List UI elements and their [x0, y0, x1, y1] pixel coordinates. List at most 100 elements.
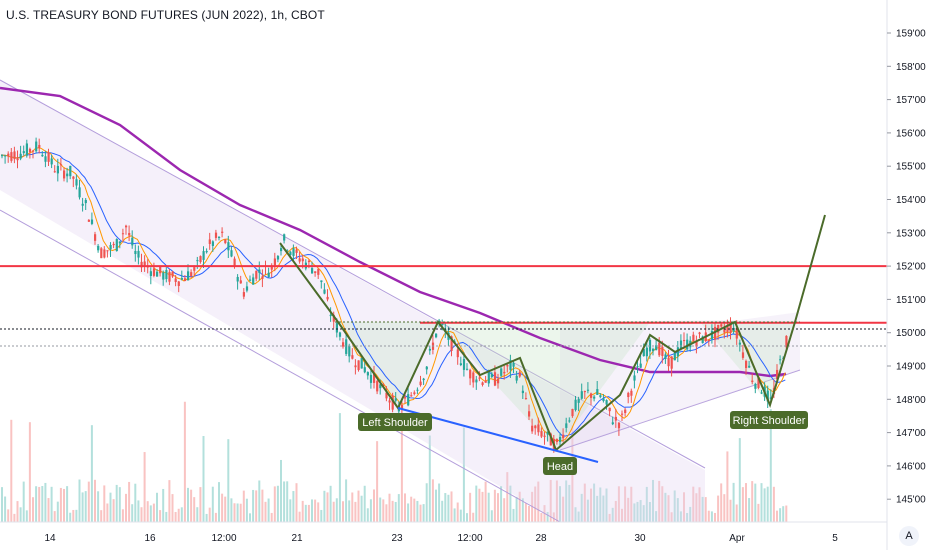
candle-body: [726, 326, 729, 332]
candle-body: [196, 260, 199, 262]
candle-body: [493, 372, 497, 386]
candle-body: [537, 424, 540, 433]
volume-bar: [732, 482, 735, 522]
time-tick-label: 5: [832, 533, 838, 544]
volume-bar: [19, 507, 22, 522]
volume-bar: [673, 490, 676, 522]
candle-body: [63, 170, 66, 179]
candle-body: [345, 339, 348, 354]
price-tick-label: 151'00: [896, 295, 926, 306]
candle-body: [391, 395, 394, 410]
candle-body: [38, 144, 41, 148]
volume-bar: [664, 492, 667, 522]
pattern-path: [279, 214, 826, 452]
volume-bar: [193, 497, 196, 522]
volume-bar: [509, 485, 512, 522]
candle-body: [559, 436, 562, 442]
candle-body: [490, 373, 493, 377]
volume-bar: [630, 486, 633, 522]
volume-bar: [84, 491, 87, 522]
volume-bar: [729, 499, 732, 522]
candle-body: [78, 187, 81, 198]
candle-body: [258, 269, 261, 274]
candle-body: [10, 152, 13, 161]
candle-body: [28, 148, 32, 153]
candle-body: [205, 251, 208, 253]
auto-scale-button[interactable]: A: [899, 526, 919, 546]
candle-body: [469, 369, 472, 379]
volume-bar: [723, 494, 726, 522]
volume-bar: [769, 409, 772, 522]
volume-bar: [59, 487, 62, 522]
candle-body: [125, 225, 128, 228]
candle-body: [515, 375, 518, 381]
candle-body: [400, 404, 404, 409]
candle-body: [407, 394, 410, 406]
candle-body: [245, 286, 249, 291]
time-tick-label: 21: [291, 533, 303, 544]
volume-bar: [311, 499, 313, 522]
candle-body: [512, 362, 515, 367]
candle-body: [577, 399, 580, 403]
candle-body: [149, 271, 152, 276]
candle-body: [670, 356, 673, 369]
volume-bar: [776, 510, 778, 522]
candle-body: [506, 364, 509, 367]
candle-body: [760, 392, 763, 394]
volume-bar: [56, 501, 59, 522]
candle-body: [636, 366, 639, 368]
volume-bar: [1, 487, 3, 522]
volume-bar: [183, 401, 186, 522]
candle-body: [456, 349, 459, 358]
candle-body: [605, 400, 608, 405]
price-tick-label: 158'00: [896, 62, 926, 73]
volume-bar: [171, 494, 174, 522]
candle-body: [87, 219, 90, 222]
candle-body: [218, 237, 221, 239]
volume-bar: [41, 486, 44, 522]
price-levels: [0, 265, 887, 347]
candle-body: [602, 398, 605, 401]
candle-body: [286, 250, 289, 252]
time-tick-label: 16: [144, 533, 156, 544]
candle-body: [165, 270, 168, 280]
candle-body: [639, 363, 642, 368]
candle-body: [707, 339, 710, 341]
volume-bar: [376, 441, 379, 522]
candle-body: [546, 431, 549, 435]
candle-body: [683, 340, 686, 342]
volume-bar: [270, 512, 273, 522]
candle-body: [103, 249, 106, 258]
candle-body: [695, 340, 698, 347]
candle-body: [645, 347, 648, 357]
candle-body: [22, 151, 25, 154]
volume-bar: [199, 487, 202, 522]
candle-body: [41, 154, 44, 157]
volume-bar: [283, 481, 286, 522]
price-tick-label: 155'00: [896, 162, 926, 173]
candle-body: [720, 324, 723, 327]
candle-body: [156, 271, 159, 277]
candle-body: [342, 342, 345, 347]
candle-body: [261, 276, 264, 279]
volume-bar: [617, 486, 620, 522]
volume-bar: [4, 496, 7, 522]
volume-bar: [87, 481, 90, 522]
volume-bar: [112, 499, 115, 522]
candle-body: [676, 347, 679, 357]
candle-body: [121, 233, 125, 235]
volume-bar: [648, 501, 651, 522]
volume-bar: [354, 501, 357, 522]
candle-body: [723, 328, 726, 333]
volume-bar: [202, 436, 205, 522]
volume-bar: [428, 435, 431, 522]
candle-body: [202, 251, 205, 260]
volume-bar: [624, 486, 627, 522]
candle-body: [729, 323, 732, 333]
price-tick-label: 157'00: [896, 95, 926, 106]
volume-bar: [497, 493, 499, 522]
volume-bar: [292, 491, 295, 522]
volume-bar: [140, 507, 143, 522]
volume-bar: [97, 491, 100, 522]
